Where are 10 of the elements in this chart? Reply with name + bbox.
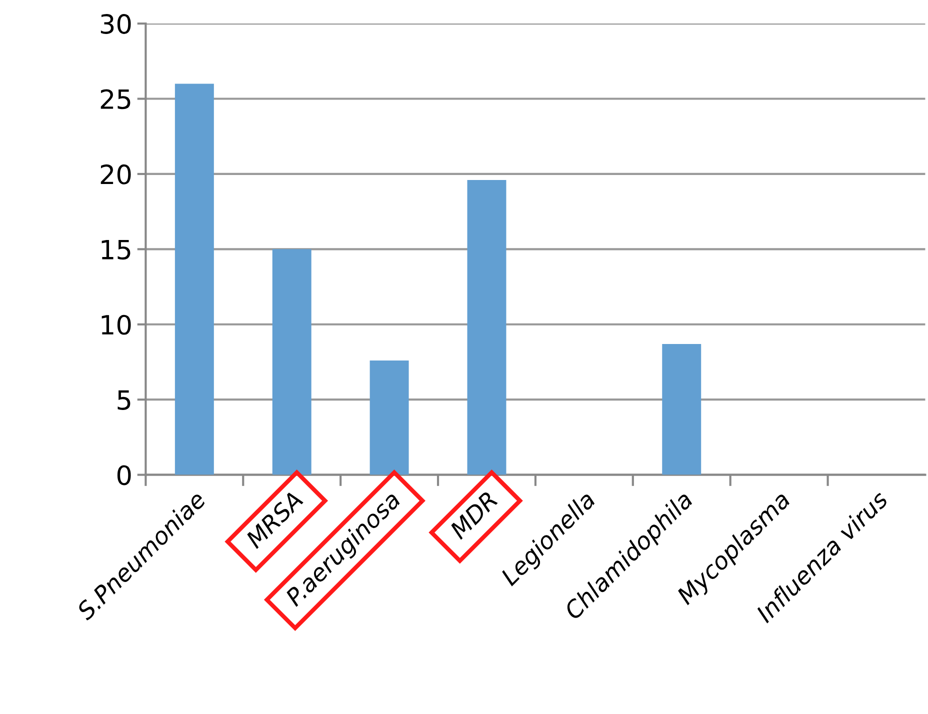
y-tick-label: 0 bbox=[117, 465, 131, 486]
y-tick-label: 5 bbox=[118, 390, 130, 410]
y-tick-label: 20 bbox=[100, 164, 131, 184]
bar bbox=[662, 344, 702, 475]
y-tick-label: 15 bbox=[102, 240, 130, 260]
bar bbox=[174, 84, 214, 475]
y-tick-label: 30 bbox=[100, 14, 131, 34]
y-tick-label: 10 bbox=[102, 314, 131, 335]
bar bbox=[370, 360, 409, 475]
y-tick-label: 25 bbox=[100, 89, 130, 110]
